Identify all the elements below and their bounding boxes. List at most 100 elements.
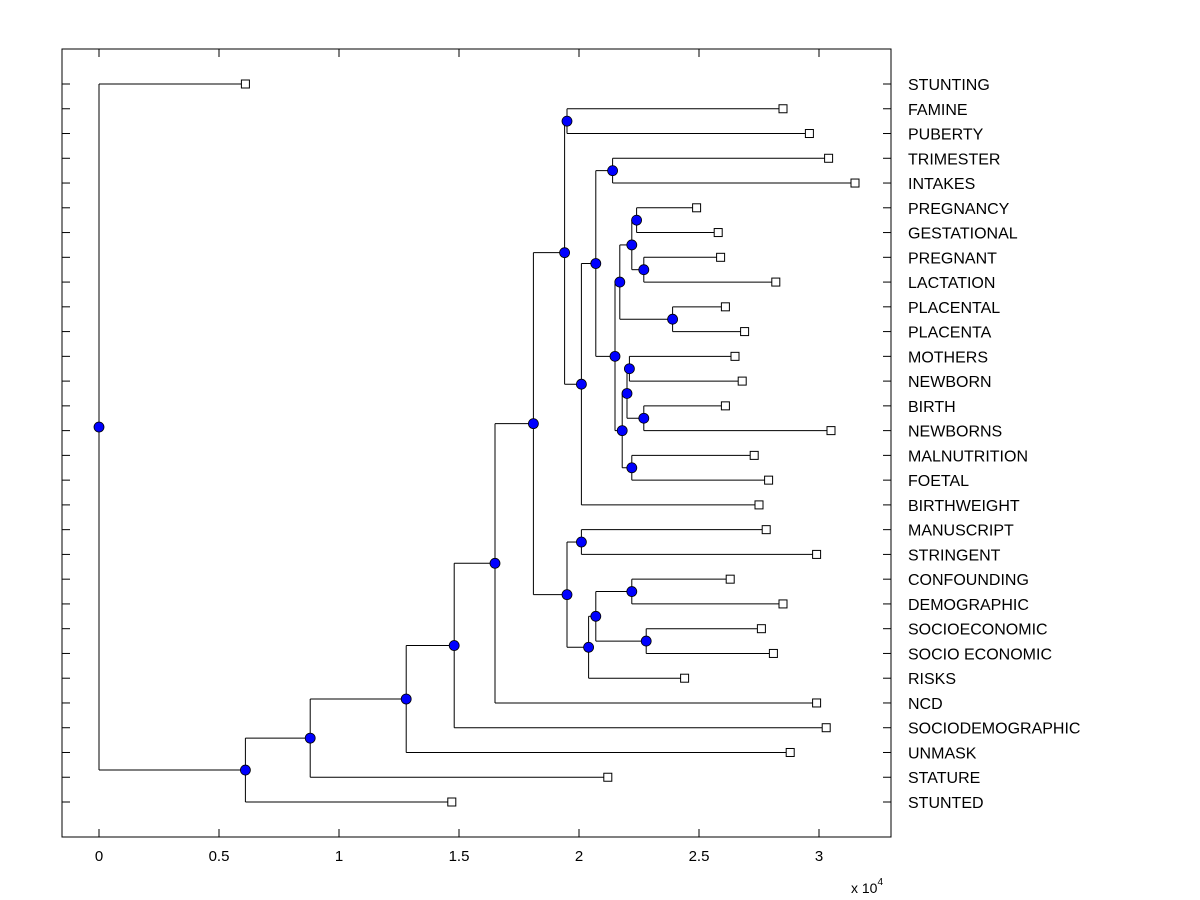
node-marker xyxy=(576,536,587,548)
node-marker xyxy=(607,165,618,177)
axes-box xyxy=(61,48,892,838)
x-tick-label: 2.5 xyxy=(689,848,710,865)
right-ticks xyxy=(883,83,891,803)
x-tick-label: 0 xyxy=(95,848,103,865)
node-marker xyxy=(576,378,587,390)
node-marker xyxy=(528,418,539,430)
leaf-marker xyxy=(778,104,788,114)
leaf-marker xyxy=(749,450,759,460)
node-marker xyxy=(609,350,621,362)
x-tick-label: 2 xyxy=(575,848,583,865)
leaf-label: TRIMESTER xyxy=(908,151,1000,168)
leaf-label: LACTATION xyxy=(908,275,995,292)
leaf-label: PUBERTY xyxy=(908,127,984,144)
node-marker xyxy=(489,557,501,569)
leaf-marker xyxy=(768,648,778,658)
leaf-marker xyxy=(778,599,788,609)
leaf-label: NCD xyxy=(908,696,943,713)
leaf-marker xyxy=(771,277,781,287)
node-marker xyxy=(626,586,638,597)
node-marker xyxy=(93,421,105,433)
node-marker xyxy=(590,258,602,269)
leaf-marker xyxy=(730,351,740,361)
node-marker xyxy=(559,247,570,259)
node-marker xyxy=(583,641,594,653)
leaf-marker xyxy=(692,203,702,213)
leaf-marker xyxy=(812,698,822,708)
leaf-label: UNMASK xyxy=(908,745,977,762)
x-tick-label: 3 xyxy=(815,848,823,865)
leaf-marker xyxy=(737,376,747,386)
leaf-label: DEMOGRAPHIC xyxy=(908,597,1029,614)
leaf-marker xyxy=(720,401,730,411)
x-tick-label: 1.5 xyxy=(449,848,470,865)
node-marker xyxy=(590,610,602,622)
leaf-label: GESTATIONAL xyxy=(908,226,1018,243)
node-marker xyxy=(631,214,642,226)
node-marker xyxy=(561,115,573,127)
leaf-label: STATURE xyxy=(908,770,980,787)
leaf-label: BIRTH xyxy=(908,399,956,416)
node-marker xyxy=(626,462,638,474)
leaf-label: MALNUTRITION xyxy=(908,448,1028,465)
leaf-marker xyxy=(756,624,766,634)
leaf-label: MOTHERS xyxy=(908,349,988,366)
leaf-label: PREGNANT xyxy=(908,250,997,267)
node-marker xyxy=(448,640,460,651)
leaf-label: STUNTED xyxy=(908,795,984,812)
leaf-label: PLACENTAL xyxy=(908,300,1000,317)
leaf-marker xyxy=(804,129,814,139)
leaf-marker xyxy=(812,549,822,559)
left-ticks xyxy=(62,83,70,803)
leaf-label: MANUSCRIPT xyxy=(908,523,1014,540)
node-marker xyxy=(614,276,626,288)
leaf-marker xyxy=(740,327,750,337)
leaf-marker xyxy=(785,747,795,757)
leaf-marker xyxy=(603,772,613,782)
leaf-label: PREGNANCY xyxy=(908,201,1010,218)
leaf-label: INTAKES xyxy=(908,176,975,193)
leaf-marker xyxy=(764,475,774,485)
leaf-label: STUNTING xyxy=(908,77,990,94)
leaf-marker xyxy=(754,500,764,510)
node-marker xyxy=(239,764,251,776)
node-marker xyxy=(640,635,652,647)
leaf-labels: STUNTING FAMINE PUBERTY TRIMESTER INTAKES PRE… xyxy=(908,77,1080,812)
node-marker xyxy=(626,239,638,251)
leaf-marker xyxy=(826,426,836,436)
leaf-label: RISKS xyxy=(908,671,956,688)
leaf-marker xyxy=(716,252,726,262)
leaf-label: CONFOUNDING xyxy=(908,572,1029,589)
leaf-marker xyxy=(725,574,735,584)
x-multiplier-base: x 10 xyxy=(851,880,878,896)
leaf-marker xyxy=(720,302,730,312)
node-marker xyxy=(561,589,573,601)
x-multiplier: x 104 xyxy=(851,877,883,896)
leaf-label: SOCIO ECONOMIC xyxy=(908,646,1052,663)
leaf-label: FAMINE xyxy=(908,102,968,119)
leaf-label: NEWBORNS xyxy=(908,424,1002,441)
node-marker xyxy=(667,313,678,325)
leaf-marker xyxy=(824,153,834,163)
leaf-marker xyxy=(850,178,860,188)
leaf-marker xyxy=(761,525,771,535)
node-marker xyxy=(624,363,635,375)
node-marker xyxy=(616,425,628,437)
x-tick-labels: 0 0.5 1 1.5 2 2.5 3 xyxy=(95,848,823,865)
leaf-marker xyxy=(821,723,831,733)
leaf-label: BIRTHWEIGHT xyxy=(908,498,1020,515)
node-marker xyxy=(638,412,650,424)
node-marker xyxy=(400,693,412,705)
leaf-label: NEWBORN xyxy=(908,374,992,391)
x-tick-label: 1 xyxy=(335,848,343,865)
node-markers xyxy=(93,115,678,776)
leaf-label: SOCIOECONOMIC xyxy=(908,622,1048,639)
node-marker xyxy=(638,264,650,276)
leaf-label: STRINGENT xyxy=(908,547,1001,564)
x-multiplier-exponent: 4 xyxy=(877,877,883,888)
x-tick-label: 0.5 xyxy=(209,848,230,865)
x-ticks xyxy=(98,49,820,837)
node-marker xyxy=(621,388,633,399)
leaf-marker xyxy=(447,797,457,807)
